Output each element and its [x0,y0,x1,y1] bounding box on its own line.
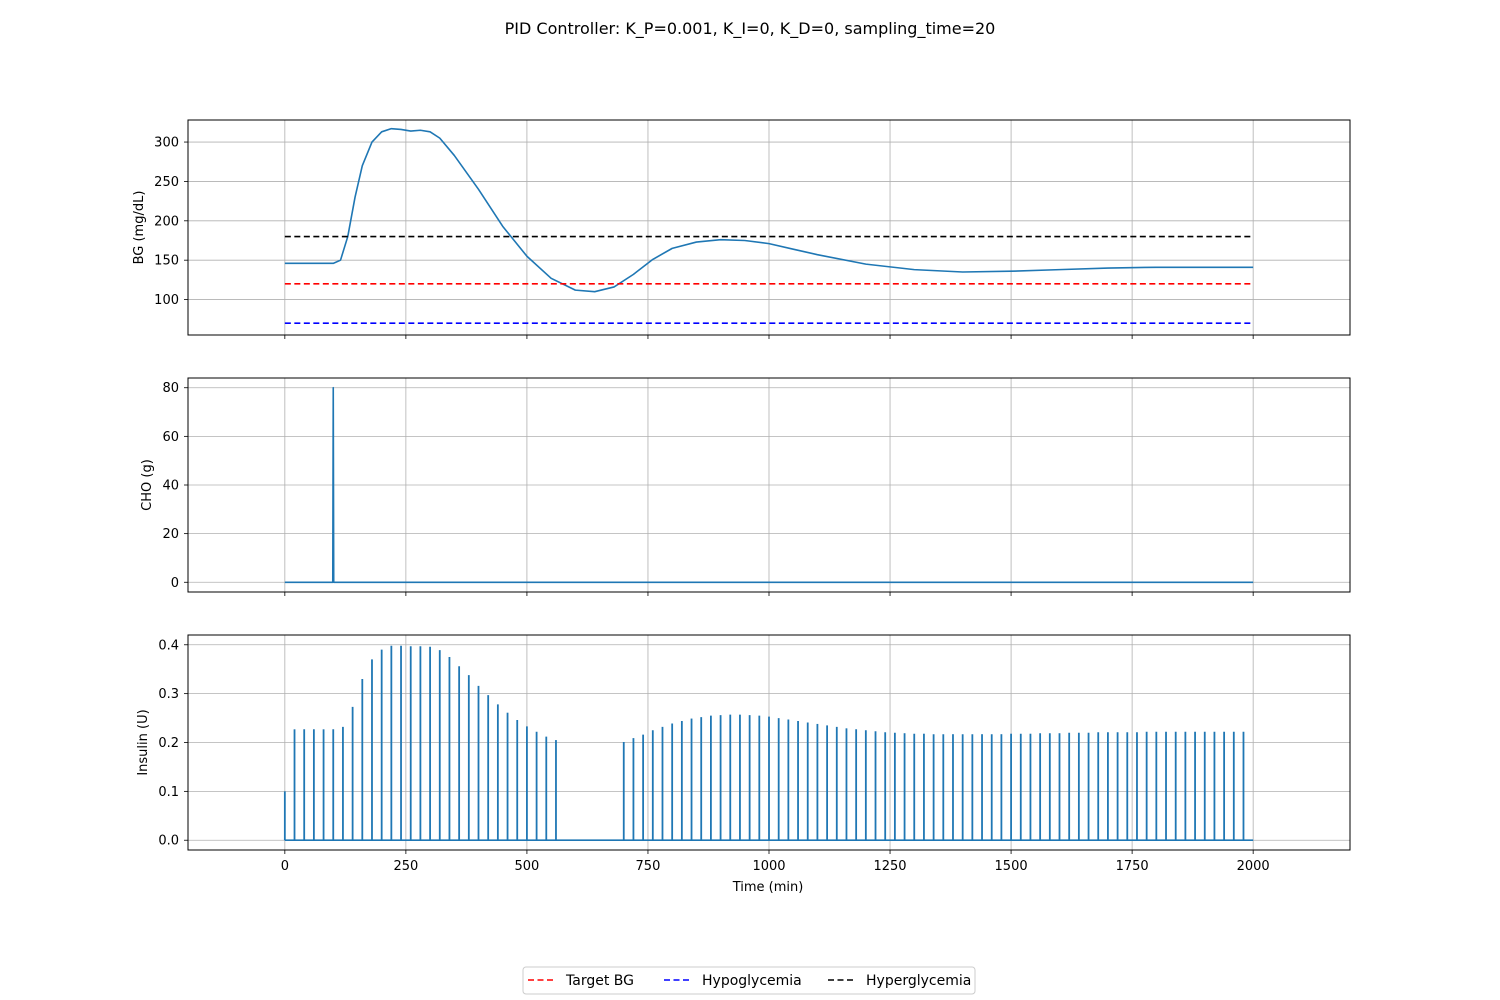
cho-ytick-label: 20 [162,527,179,542]
insulin-ticks: 0 250 500 750 1000 1250 1500 1750 2000 0.0 0.1 0.2 0… [158,638,1269,874]
cho-ytick-label: 40 [162,479,179,494]
panel-cho: 0 20 40 60 80 CHO (g) [140,377,1351,596]
panel-bg: 100 150 200 250 300 BG (mg/dL) [132,119,1351,339]
cho-ytick-label: 0 [171,576,179,591]
bg-series-line [284,127,1254,293]
insulin-ytick-label: 0.3 [158,687,179,702]
bg-ytick-label: 200 [154,214,179,229]
x-tick-label: 1500 [995,859,1028,874]
x-tick-label: 250 [393,859,418,874]
bg-plot-area [284,127,1254,324]
cho-series-line [284,386,1254,584]
legend-box [522,966,976,995]
legend: Target BG Hypoglycemia Hyperglycemia [522,966,976,995]
bg-grid [188,120,1350,335]
bg-ytick-label: 300 [154,136,179,151]
bg-ytick-label: 250 [154,175,179,190]
cho-plot-area [284,386,1254,584]
x-tick-label: 1000 [752,859,785,874]
x-tick-label: 2000 [1237,859,1270,874]
x-tick-label: 1750 [1116,859,1149,874]
x-tick-label: 500 [515,859,540,874]
bg-ticks: 100 150 200 250 300 [154,136,1254,339]
bg-ytick-label: 100 [154,293,179,308]
insulin-ytick-label: 0.1 [158,785,179,800]
bg-ytick-label: 150 [154,254,179,269]
insulin-ylabel: Insulin (U) [136,709,151,775]
x-tick-label: 750 [636,859,661,874]
legend-label-hypoglycemia: Hypoglycemia [702,973,802,989]
cho-ytick-label: 60 [162,430,179,445]
bg-ylabel: BG (mg/dL) [132,191,147,265]
x-tick-label: 1250 [873,859,906,874]
legend-label-hyperglycemia: Hyperglycemia [866,973,971,989]
insulin-ytick-label: 0.4 [158,638,179,653]
x-axis-label: Time (min) [732,880,804,895]
cho-grid [188,378,1350,592]
chart-title: PID Controller: K_P=0.001, K_I=0, K_D=0,… [505,19,996,39]
legend-label-target-bg: Target BG [565,973,634,989]
panel-insulin: 0 250 500 750 1000 1250 1500 1750 2000 0.0 0.1 0.2 0… [136,634,1351,874]
insulin-ytick-label: 0.2 [158,736,179,751]
cho-ticks: 0 20 40 60 80 [162,381,1254,596]
insulin-ytick-label: 0.0 [158,834,179,849]
cho-ytick-label: 80 [162,381,179,396]
insulin-plot-area [283,645,1254,842]
cho-ylabel: CHO (g) [140,459,155,511]
x-tick-label: 0 [281,859,289,874]
